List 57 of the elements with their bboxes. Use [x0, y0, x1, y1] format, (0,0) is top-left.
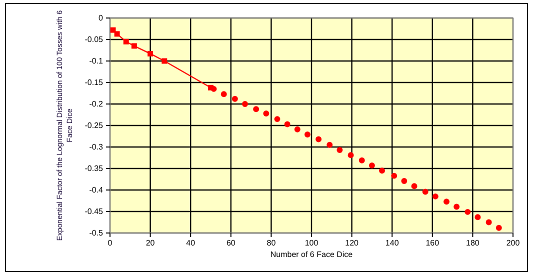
y-tick-label: -0.35 [84, 164, 104, 174]
x-tick-label: 160 [426, 238, 440, 248]
point [358, 157, 365, 164]
point [148, 50, 154, 56]
y-tick-label: -0.15 [84, 78, 104, 88]
point [432, 193, 438, 200]
point [253, 106, 260, 112]
point [210, 86, 217, 92]
x-tick-label: 180 [466, 238, 480, 248]
point [401, 178, 408, 184]
y-tick-label: -0.5 [89, 228, 104, 238]
x-tick-label: 200 [506, 238, 520, 248]
point [232, 96, 238, 102]
point [294, 126, 300, 132]
x-tick-label: 60 [226, 238, 236, 248]
point [496, 224, 502, 231]
y-tick-label: -0.3 [89, 142, 104, 152]
y-tick-label: -0.1 [89, 56, 104, 66]
point [486, 219, 492, 226]
y-tick-label: -0.25 [84, 121, 104, 130]
x-tick-label: 40 [186, 238, 196, 248]
point [274, 116, 280, 122]
point [110, 27, 116, 33]
x-tick-label: 140 [385, 238, 400, 248]
point [263, 110, 270, 116]
y-tick-label: -0.2 [89, 100, 104, 109]
y-tick-label: -0.4 [89, 186, 104, 195]
point [348, 152, 354, 158]
point [411, 183, 418, 190]
point [368, 162, 375, 168]
point [123, 38, 129, 44]
point [474, 214, 481, 220]
point [304, 132, 310, 138]
x-tick-label: 80 [266, 238, 276, 248]
point [220, 91, 227, 98]
x-tick-label: 20 [146, 238, 156, 248]
point [114, 31, 120, 37]
x-tick-label: 100 [304, 238, 319, 248]
point [326, 142, 333, 148]
point [242, 101, 248, 107]
point [316, 136, 322, 142]
y-tick-label: -0.45 [84, 207, 104, 216]
point [464, 208, 471, 215]
point [336, 147, 343, 153]
point [454, 204, 460, 210]
y-tick-label: -0.05 [84, 35, 104, 44]
point [131, 43, 137, 49]
point [162, 58, 168, 64]
point [284, 121, 290, 128]
point [391, 172, 398, 179]
point [444, 198, 450, 205]
point [379, 168, 386, 174]
y-tick-label: 0 [98, 14, 104, 23]
x-tick-label: 0 [108, 238, 113, 248]
x-tick-label: 120 [345, 238, 360, 248]
x-axis-title: Number of 6 Face Dice [270, 250, 354, 259]
point [422, 188, 428, 195]
